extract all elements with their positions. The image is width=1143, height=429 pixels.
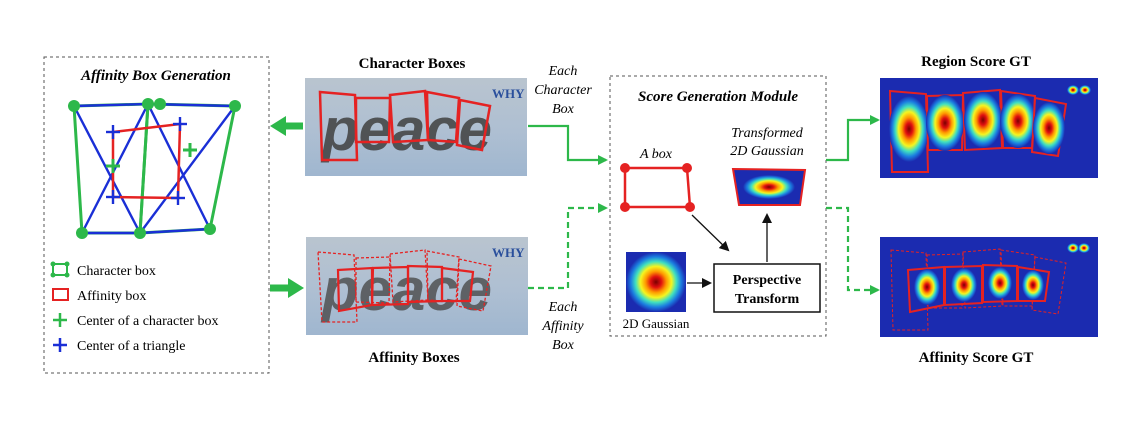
legend-item-affinity-box: Affinity box xyxy=(52,288,146,304)
transformed-gaussian xyxy=(731,167,807,206)
a-box-label: A box xyxy=(639,147,673,162)
triangle-centers xyxy=(106,117,187,205)
affinity-gaussians xyxy=(906,243,1090,314)
character-box-icon xyxy=(52,263,68,276)
arrow-label: Each xyxy=(548,64,578,79)
transformed-label: 2D Gaussian xyxy=(730,144,804,159)
arrow-label: Affinity xyxy=(541,319,584,334)
arrow-label: Box xyxy=(552,102,575,117)
geometry-illustration xyxy=(68,98,241,239)
character-boxes-label: Character Boxes xyxy=(359,56,466,72)
module-arrows xyxy=(687,213,772,288)
legend-item-character-box: Character box xyxy=(50,261,156,279)
gaussian-2d xyxy=(626,252,686,312)
arrow-to-affinity-score xyxy=(826,206,880,295)
legend-item-character-center: Center of a character box xyxy=(53,313,218,329)
blue-plus-icon xyxy=(53,338,67,352)
legend-label: Character box xyxy=(77,264,156,279)
transformed-label: Transformed xyxy=(731,126,804,141)
affinity-photo xyxy=(306,237,528,335)
character-box-overlays xyxy=(318,89,492,162)
arrow-label: Character xyxy=(534,83,592,98)
perspective-transform-box: Perspective Transform xyxy=(713,263,821,313)
affinity-box-generation-panel: Affinity Box Generation xyxy=(43,56,270,374)
legend-label: Center of a triangle xyxy=(77,339,185,354)
word-text: peace xyxy=(320,96,492,163)
legend: Character box Affinity box Center of a c… xyxy=(50,261,218,354)
region-score-section: Region Score GT xyxy=(880,54,1098,178)
triangle-lines-1 xyxy=(72,102,150,235)
legend-label: Affinity box xyxy=(77,289,146,304)
score-generation-module: Score Generation Module A box Transforme… xyxy=(609,75,827,337)
affinity-score-label: Affinity Score GT xyxy=(919,350,1034,366)
triangle-lines-2 xyxy=(137,102,238,235)
watermark-text: WHY xyxy=(492,245,525,260)
module-title: Score Generation Module xyxy=(638,89,798,105)
legend-label: Center of a character box xyxy=(77,314,218,329)
affinity-box-overlays xyxy=(336,264,475,313)
arrow-label: Box xyxy=(552,338,575,353)
green-plus-icon xyxy=(53,313,67,327)
a-box-shape xyxy=(620,163,695,212)
perspective-label: Perspective xyxy=(733,273,801,288)
gaussian-label: 2D Gaussian xyxy=(623,316,690,331)
perspective-label: Transform xyxy=(735,292,800,307)
arrow-each-affinity-box: Each Affinity Box xyxy=(528,203,608,353)
corner-dots xyxy=(68,98,241,239)
watermark-text: WHY xyxy=(492,86,525,101)
arrow-to-region-score xyxy=(826,115,880,162)
thick-arrow-right xyxy=(270,278,304,298)
panel-title: Affinity Box Generation xyxy=(80,68,231,84)
character-boxes-section: Character Boxes WHY peace xyxy=(305,56,527,176)
region-gaussians xyxy=(888,85,1091,173)
arrow-label: Each xyxy=(548,300,578,315)
thick-arrow-left xyxy=(270,116,303,136)
affinity-boxes-section: WHY peace Affinity Boxes xyxy=(306,237,528,366)
affinity-score-section: Affinity Score GT xyxy=(880,237,1098,366)
region-score-label: Region Score GT xyxy=(921,54,1031,70)
legend-item-triangle-center: Center of a triangle xyxy=(53,338,185,354)
character-centers xyxy=(106,143,197,173)
arrow-each-character-box: Each Character Box xyxy=(528,64,608,165)
affinity-box-icon xyxy=(52,288,69,301)
affinity-boxes-label: Affinity Boxes xyxy=(368,350,459,366)
